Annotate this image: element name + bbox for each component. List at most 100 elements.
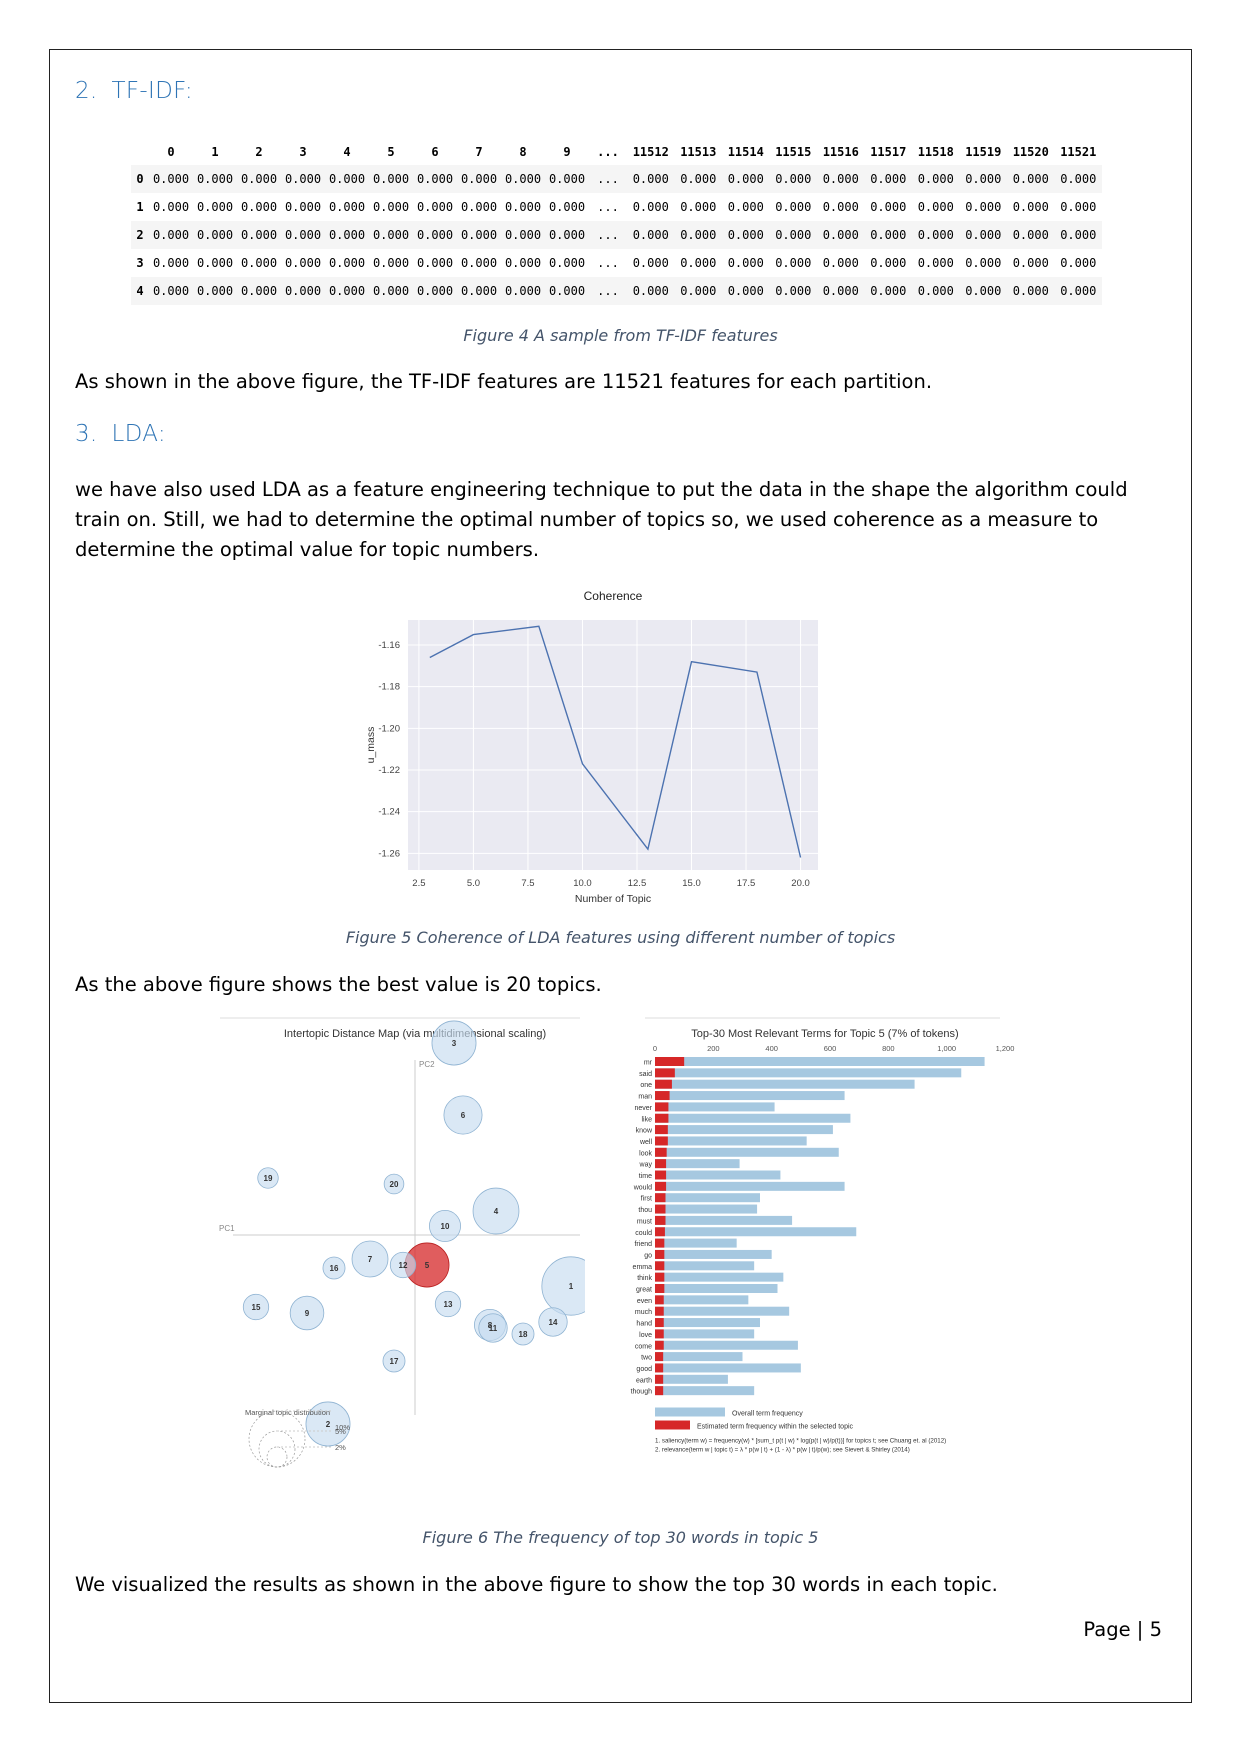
topic-bubble bbox=[443, 1095, 483, 1135]
table-cell: 0.000 bbox=[917, 172, 954, 186]
table-cell: 0.000 bbox=[548, 200, 586, 214]
table-cell: 0.000 bbox=[372, 228, 410, 242]
overall-frequency-bar bbox=[655, 1306, 790, 1316]
x-axis-label: Number of Topic bbox=[575, 893, 651, 905]
column-header: 11513 bbox=[680, 144, 717, 159]
table-cell: 0.000 bbox=[870, 172, 907, 186]
topic-frequency-bar bbox=[655, 1181, 667, 1191]
table-cell: 0.000 bbox=[372, 172, 410, 186]
page-number: Page | 5 bbox=[1083, 1618, 1162, 1641]
overall-frequency-bar bbox=[655, 1204, 758, 1214]
table-cell: 0.000 bbox=[727, 200, 764, 214]
term-label: like bbox=[641, 1116, 652, 1123]
topic-frequency-bar bbox=[655, 1193, 666, 1203]
table-cell: 0.000 bbox=[504, 200, 542, 214]
table-cell: 0.000 bbox=[460, 284, 498, 298]
figure-5-caption: Figure 5 Coherence of LDA features using… bbox=[345, 928, 896, 947]
table-cell: 0.000 bbox=[196, 284, 234, 298]
topic-frequency-bar bbox=[655, 1102, 669, 1112]
legend-label-topic: Estimated term frequency within the sele… bbox=[697, 1424, 854, 1431]
term-label: know bbox=[636, 1128, 653, 1135]
table-cell: 0.000 bbox=[1060, 228, 1097, 242]
table-cell: 0.000 bbox=[460, 256, 498, 270]
table-cell: 0.000 bbox=[680, 200, 717, 214]
topic-label: 9 bbox=[305, 1309, 310, 1318]
table-row: 4 0.000 0.000 0.000 0.000 0.000 0.000 0.000 0.00… bbox=[131, 277, 1102, 305]
table-cell: 0.000 bbox=[460, 172, 498, 186]
table-cell: 0.000 bbox=[1012, 172, 1049, 186]
table-cell: 0.000 bbox=[870, 256, 907, 270]
table-cell: 0.000 bbox=[727, 228, 764, 242]
table-cell: 0.000 bbox=[727, 172, 764, 186]
overall-frequency-bar bbox=[655, 1125, 833, 1135]
overall-frequency-bar bbox=[655, 1329, 755, 1339]
x-tick-label: 5.0 bbox=[467, 878, 480, 889]
topic-label: 11 bbox=[489, 1324, 498, 1333]
table-row: 1 0.000 0.000 0.000 0.000 0.000 0.000 0.000 0.00… bbox=[131, 193, 1102, 221]
table-cell: 0.000 bbox=[727, 256, 764, 270]
legend-circle bbox=[248, 1410, 306, 1468]
legend-swatch-topic bbox=[655, 1420, 690, 1430]
overall-frequency-bar bbox=[655, 1249, 772, 1259]
x-tick-label: 10.0 bbox=[573, 878, 592, 889]
table-cell: 0.000 bbox=[822, 172, 859, 186]
topic-label: 7 bbox=[368, 1255, 373, 1264]
column-header: 3 bbox=[299, 144, 307, 159]
table-cell: 0.000 bbox=[632, 284, 669, 298]
x-tick-label: 2.5 bbox=[412, 878, 425, 889]
overall-frequency-bar bbox=[655, 1193, 760, 1203]
column-header: 11520 bbox=[1012, 144, 1049, 159]
table-cell: 0.000 bbox=[917, 284, 954, 298]
table-cell: 0.000 bbox=[548, 172, 586, 186]
ellipsis-cell: ... bbox=[597, 228, 619, 242]
table-cell: 0.000 bbox=[870, 284, 907, 298]
column-header: 9 bbox=[563, 144, 571, 159]
ellipsis-cell: ... bbox=[597, 172, 619, 186]
legend-circle bbox=[258, 1430, 296, 1468]
table-cell: 0.000 bbox=[416, 200, 454, 214]
table-cell: 0.000 bbox=[328, 172, 366, 186]
table-cell: 0.000 bbox=[680, 228, 717, 242]
overall-frequency-bar bbox=[655, 1340, 798, 1350]
topic-frequency-bar bbox=[655, 1306, 664, 1316]
table-cell: 0.000 bbox=[632, 172, 669, 186]
column-header: 2 bbox=[255, 144, 263, 159]
y-axis-label: u_mass bbox=[365, 727, 377, 764]
x-tick-label: 7.5 bbox=[521, 878, 534, 889]
x-tick-label: 1,000 bbox=[937, 1044, 956, 1053]
topic-label: 14 bbox=[549, 1318, 558, 1327]
paragraph-visualized: We visualized the results as shown in th… bbox=[75, 1573, 998, 1596]
topic-label: 3 bbox=[452, 1039, 457, 1048]
term-label: must bbox=[637, 1218, 652, 1225]
table-cell: 0.000 bbox=[152, 256, 190, 270]
table-cell: 0.000 bbox=[680, 256, 717, 270]
overall-frequency-bar bbox=[655, 1215, 793, 1225]
plot-area bbox=[408, 620, 818, 870]
x-tick-label: 200 bbox=[707, 1044, 720, 1053]
table-cell: 0.000 bbox=[680, 284, 717, 298]
topic-frequency-bar bbox=[655, 1159, 667, 1169]
table-cell: 0.000 bbox=[152, 228, 190, 242]
table-cell: 0.000 bbox=[328, 228, 366, 242]
column-header: 11514 bbox=[727, 144, 764, 159]
column-header: 0 bbox=[167, 144, 175, 159]
table-cell: 0.000 bbox=[328, 200, 366, 214]
term-label: way bbox=[639, 1162, 653, 1169]
relevant-terms-chart: Top-30 Most Relevant Terms for Topic 5 (… bbox=[631, 1017, 1014, 1454]
topic-frequency-bar bbox=[655, 1340, 664, 1350]
table-cell: 0.000 bbox=[917, 228, 954, 242]
term-label: never bbox=[634, 1105, 652, 1112]
table-cell: 0.000 bbox=[240, 256, 278, 270]
table-cell: 0.000 bbox=[548, 228, 586, 242]
table-cell: 0.000 bbox=[196, 172, 234, 186]
table-cell: 0.000 bbox=[632, 256, 669, 270]
table-cell: 0.000 bbox=[775, 200, 812, 214]
overall-frequency-bar bbox=[655, 1238, 737, 1248]
term-label: man bbox=[638, 1094, 652, 1101]
overall-frequency-bar bbox=[655, 1318, 760, 1328]
table-cell: 0.000 bbox=[1012, 284, 1049, 298]
chart-title: Coherence bbox=[584, 589, 643, 603]
table-cell: 0.000 bbox=[416, 284, 454, 298]
footnote: 1. saliency(term w) = frequency(w) * [su… bbox=[655, 1438, 946, 1445]
topic-label: 15 bbox=[252, 1303, 261, 1312]
